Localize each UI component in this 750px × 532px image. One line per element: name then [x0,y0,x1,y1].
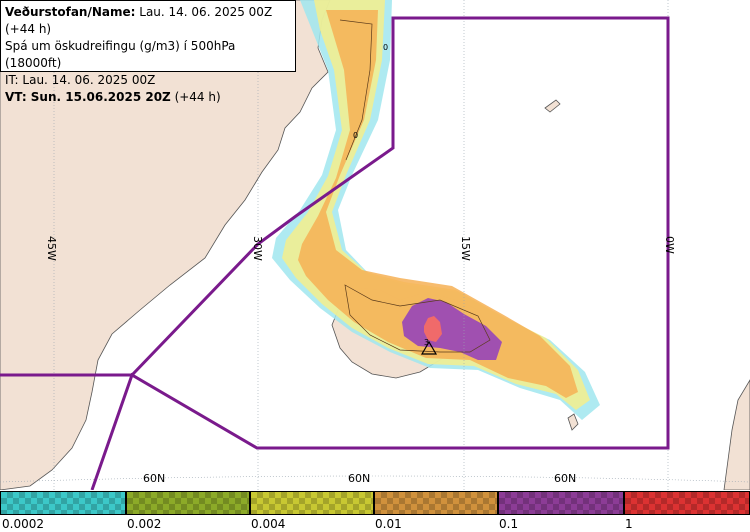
contour-label: 0 [383,43,388,52]
legend-tick-label: 1 [625,517,633,531]
ash-contour [344,284,491,353]
faroe-islands [567,413,579,431]
legend-tick-label: 0.0002 [2,517,44,531]
norway-coast [723,379,750,490]
ash-plume-highest [424,316,442,342]
lon-label-0w: 0W [663,236,676,254]
legend-swatch [624,491,750,515]
valid-time-label: VT: Sun. 15.06.2025 20Z [5,90,171,104]
legend-tick-label: 0.01 [375,517,402,531]
ash-contour [339,19,373,161]
graticule-parallel [0,475,750,483]
valid-time-offset: (+44 h) [170,90,221,104]
lat-label: 60N [348,472,371,485]
info-line-1: Veðurstofan/Name: Lau. 14. 06. 2025 00Z … [5,4,291,38]
issuer-label: Veðurstofan/Name: [5,5,136,19]
ash-forecast-map: 0 0 3 [0,0,750,490]
info-line-4: VT: Sun. 15.06.2025 20Z (+44 h) [5,89,291,106]
lon-label-30w: 30W [251,236,264,261]
legend-tick-label: 0.004 [251,517,286,531]
legend-swatch [374,491,498,515]
legend-tick-label: 0.1 [499,517,519,531]
info-line-2: Spá um öskudreifingu (g/m3) í 500hPa (18… [5,39,236,70]
advisory-region-border [0,16,670,490]
info-line-3: IT: Lau. 14. 06. 2025 00Z [5,73,156,87]
volcano-marker-icon [420,340,438,355]
lat-label: 60N [554,472,577,485]
legend-swatch [126,491,250,515]
issuer-value: Lau. 14. 06. 2025 00Z (+44 h) [5,5,273,36]
lon-label-15w: 15W [459,236,472,261]
legend-tick-label: 0.002 [127,517,162,531]
contour-label: 3 [424,338,429,347]
contour-label: 0 [353,131,358,140]
greenland-landmass [0,0,331,490]
forecast-info-box: Veðurstofan/Name: Lau. 14. 06. 2025 00Z … [0,0,296,104]
jan-mayen-island [544,99,561,113]
ash-plume-medium [298,10,578,398]
lon-label-45w: 45W [45,236,58,261]
lat-label: 60N [143,472,166,485]
legend-swatch [0,491,126,515]
color-legend: 0.0002 0.002 0.004 0.01 0.1 1 [0,490,750,532]
legend-swatch [498,491,624,515]
legend-swatch [250,491,374,515]
